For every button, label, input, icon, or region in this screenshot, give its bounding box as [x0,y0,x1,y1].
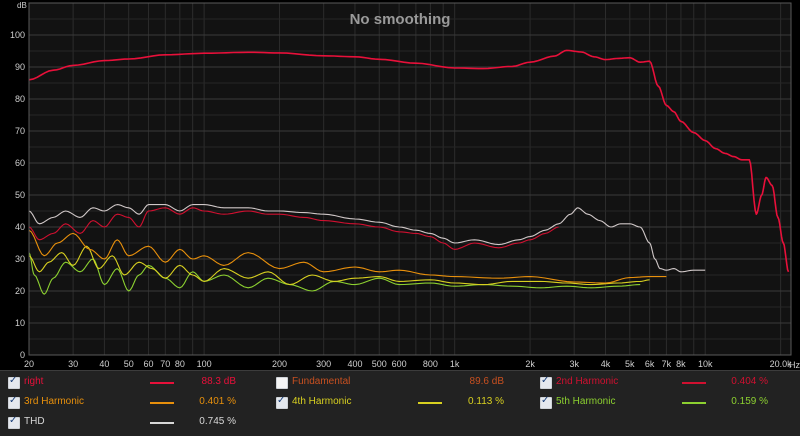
legend-value: 0.404 % [731,376,768,387]
x-tick-label: 30 [68,359,78,369]
x-tick-label: 10k [698,359,713,369]
x-axis-unit: Hz [789,360,800,370]
y-tick-label: 20 [15,286,25,296]
plot-border [28,2,792,356]
y-tick-label: 100 [10,30,25,40]
legend-label: right [24,376,44,387]
series-line-5th-harmonic [28,252,641,295]
legend-swatch [150,422,174,424]
legend-item-2nd-harmonic[interactable]: 2nd Harmonic 0.404 % [532,373,800,393]
checkbox-thd[interactable] [8,415,20,429]
chart-title: No smoothing [350,11,451,28]
legend-swatch [418,402,442,404]
y-axis-ticks: 0 10 20 30 40 50 60 70 80 90 100 [10,30,25,360]
checkbox-5th-harmonic[interactable] [540,395,552,409]
legend-value: 88.3 dB [201,376,236,387]
legend-item-thd[interactable]: THD 0.745 % [0,413,268,433]
x-tick-label: 50 [124,359,134,369]
x-tick-label: 500 [372,359,387,369]
legend-swatch [150,402,174,404]
legend-item-3rd-harmonic[interactable]: 3rd Harmonic 0.401 % [0,393,268,413]
legend-value: 89.6 dB [469,376,504,387]
legend-row: 3rd Harmonic 0.401 % 4th Harmonic 0.113 … [0,393,800,413]
series-line-right [28,49,790,273]
legend-row: THD 0.745 % [0,413,800,433]
x-tick-label: 200 [272,359,287,369]
x-tick-label: 1k [450,359,460,369]
x-tick-label: 400 [347,359,362,369]
x-tick-label: 40 [99,359,109,369]
y-tick-label: 40 [15,222,25,232]
y-tick-label: 50 [15,190,25,200]
checkbox-fundamental[interactable] [276,377,288,389]
series-line-3rd-harmonic [28,229,667,284]
x-tick-label: 5k [625,359,635,369]
legend-label: THD [24,416,45,427]
y-axis-label: dB [17,1,27,10]
x-tick-label: 6k [645,359,655,369]
y-tick-label: 80 [15,94,25,104]
x-tick-label: 60 [144,359,154,369]
y-tick-label: 60 [15,158,25,168]
legend-item-right[interactable]: right 88.3 dB [0,373,268,393]
x-tick-label: 4k [601,359,611,369]
x-tick-label: 100 [197,359,212,369]
checkbox-right[interactable] [8,375,20,389]
legend-label: 2nd Harmonic [556,376,619,387]
y-tick-label: 0 [20,350,25,360]
x-tick-label: 7k [662,359,672,369]
legend-value: 0.159 % [731,396,768,407]
legend-item-fundamental[interactable]: Fundamental 89.6 dB [268,373,536,393]
x-axis-ticks: 20 30 40 50 60 70 80 100 200 300 400 500 600 800 1k 2k 3… [24,359,792,369]
checkbox-3rd-harmonic[interactable] [8,395,20,409]
legend-item-5th-harmonic[interactable]: 5th Harmonic 0.159 % [532,393,800,413]
legend-value: 0.113 % [468,396,504,407]
x-tick-label: 600 [392,359,407,369]
x-tick-label: 20 [24,359,34,369]
legend-label: Fundamental [292,376,351,387]
legend-swatch [682,382,706,384]
legend-swatch [150,382,174,384]
x-tick-label: 800 [423,359,438,369]
grid-lines [28,2,791,356]
x-tick-label: 20.0k [770,359,793,369]
y-tick-label: 30 [15,254,25,264]
legend-panel: right 88.3 dB Fundamental 89.6 dB 2nd Ha… [0,370,800,436]
x-tick-label: 70 [160,359,170,369]
legend-value: 0.401 % [199,396,236,407]
legend-row: right 88.3 dB Fundamental 89.6 dB 2nd Ha… [0,373,800,393]
y-tick-label: 10 [15,318,25,328]
legend-item-4th-harmonic[interactable]: 4th Harmonic 0.113 % [268,393,536,413]
legend-label: 4th Harmonic [292,396,352,407]
x-tick-label: 2k [525,359,535,369]
legend-label: 5th Harmonic [556,396,616,407]
legend-label: 3rd Harmonic [24,396,85,407]
x-tick-label: 80 [175,359,185,369]
legend-value: 0.745 % [199,416,236,427]
series-line-2nd-harmonic [28,207,559,250]
y-tick-label: 90 [15,62,25,72]
rew-plot[interactable]: 0 10 20 30 40 50 60 70 80 90 100 20 30 40 50 60 70 80 100… [0,0,800,370]
legend-swatch [682,402,706,404]
x-tick-label: 3k [569,359,579,369]
checkbox-4th-harmonic[interactable] [276,395,288,409]
series-lines [28,49,790,295]
series-line-4th-harmonic [28,245,650,286]
series-line-thd [28,204,706,273]
x-tick-label: 300 [316,359,331,369]
x-tick-label: 8k [676,359,686,369]
y-tick-label: 70 [15,126,25,136]
checkbox-2nd-harmonic[interactable] [540,375,552,389]
